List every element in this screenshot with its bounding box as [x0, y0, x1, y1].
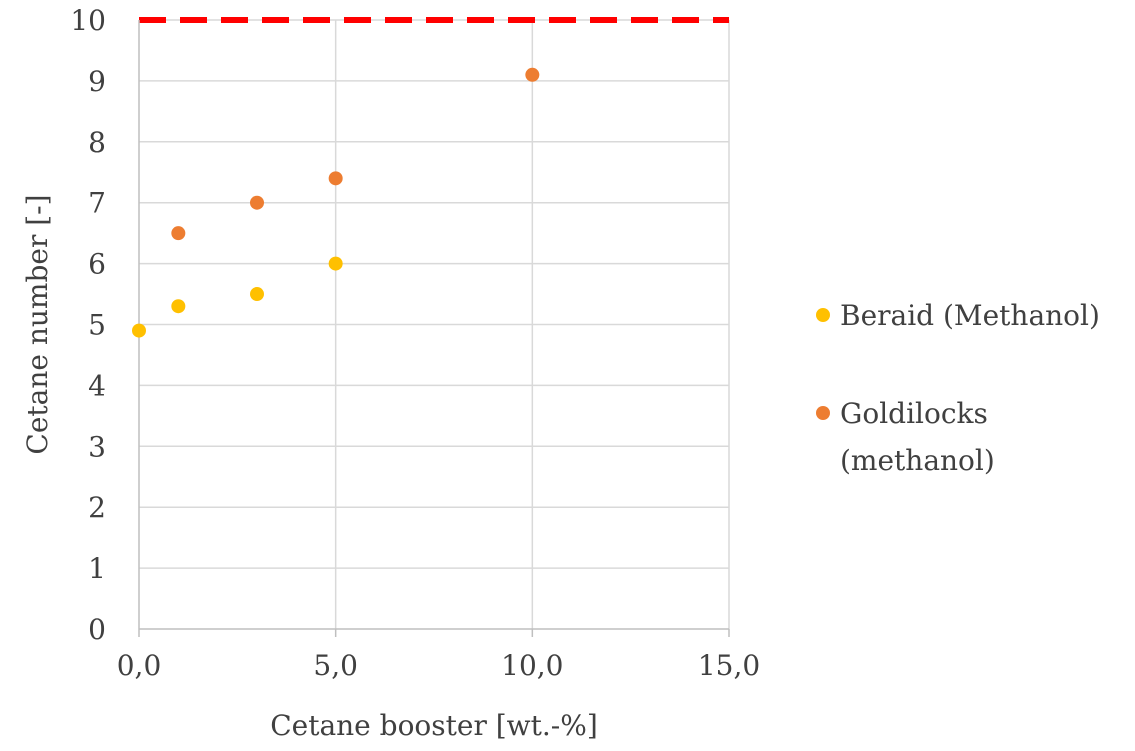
y-tick-label: 9: [88, 65, 106, 98]
legend-label: Goldilocks: [840, 397, 988, 430]
y-tick-label: 5: [88, 309, 106, 342]
axis-layer: [138, 20, 730, 637]
legend-label: (methanol): [840, 444, 995, 477]
grid-layer: [139, 19, 730, 629]
data-point: [132, 323, 146, 338]
y-tick-label: 6: [88, 248, 106, 281]
y-tick-label: 3: [88, 430, 106, 463]
y-tick-label: 10: [70, 4, 106, 37]
y-tick-label: 0: [88, 613, 106, 646]
y-tick-label: 1: [88, 552, 106, 585]
x-tick-label: 0,0: [117, 649, 162, 682]
legend-label: Beraid (Methanol): [840, 299, 1100, 332]
legend-marker: [816, 308, 830, 322]
x-tick-label: 10,0: [501, 649, 563, 682]
data-point: [328, 171, 343, 186]
legend: Beraid (Methanol) Goldilocks (methanol): [816, 299, 1100, 477]
x-tick-label: 5,0: [313, 649, 358, 682]
data-point: [328, 256, 343, 271]
y-tick-label: 7: [88, 187, 106, 220]
tick-label-layer: 0 1 2 3 4 5 6 7 8 9 10 0,0 5,0 10,0 15,0: [70, 4, 760, 682]
x-axis-title: Cetane booster [wt.-%]: [270, 709, 598, 742]
data-point: [171, 226, 186, 241]
data-point: [250, 287, 264, 302]
x-tick-label: 15,0: [698, 649, 760, 682]
data-points-layer: [132, 67, 540, 338]
data-point: [171, 299, 186, 314]
legend-marker: [816, 406, 830, 420]
y-tick-label: 8: [88, 126, 106, 159]
y-tick-label: 4: [88, 369, 106, 402]
data-point: [250, 195, 264, 210]
y-tick-label: 2: [88, 491, 106, 524]
data-point: [525, 67, 540, 82]
y-axis-title: Cetane number [-]: [21, 194, 54, 454]
